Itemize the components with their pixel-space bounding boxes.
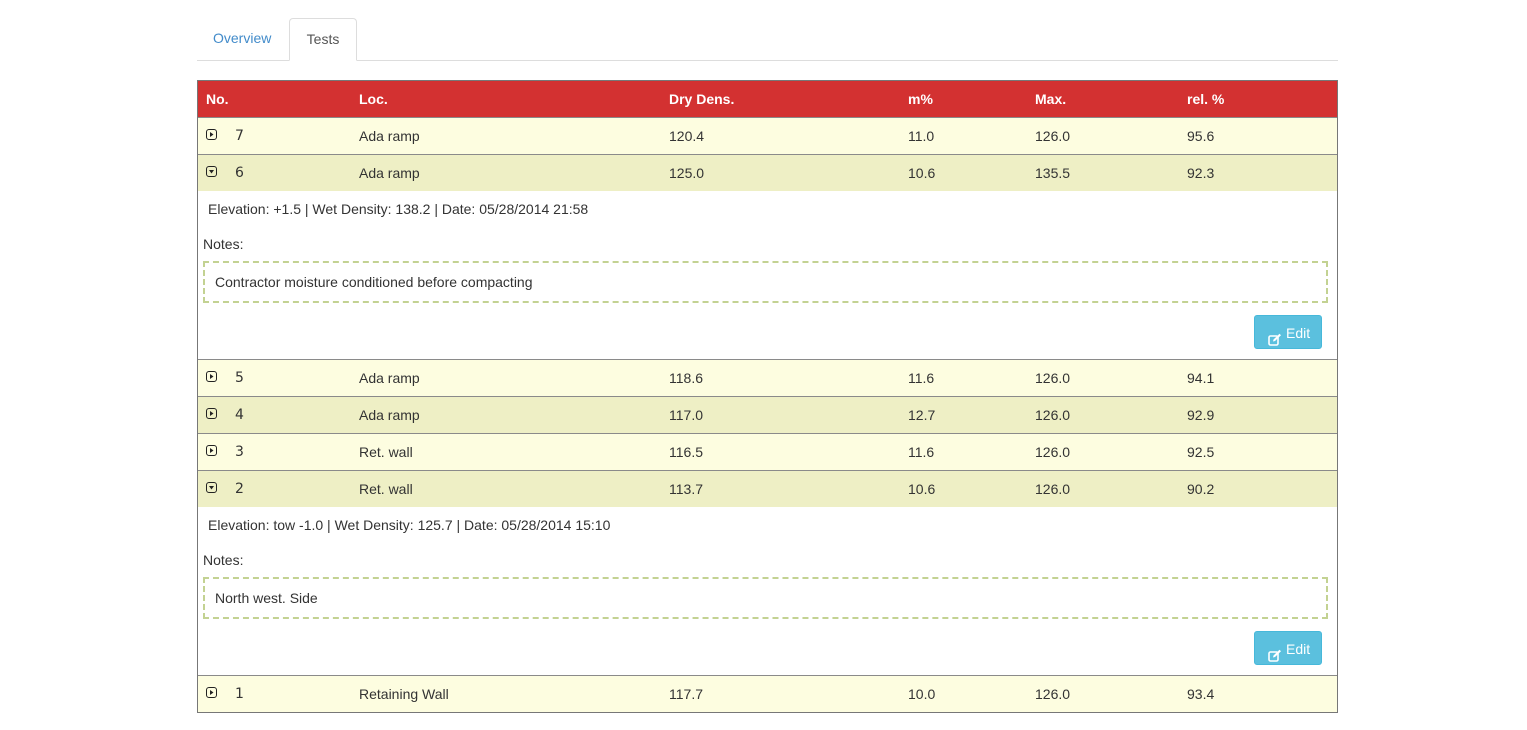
caret-right-square-icon[interactable] xyxy=(206,687,217,698)
notes-box: Contractor moisture conditioned before c… xyxy=(203,261,1328,303)
edit-button[interactable]: Edit xyxy=(1254,315,1322,349)
cell-max: 126.0 xyxy=(1035,686,1071,702)
header-no: No. xyxy=(206,91,229,107)
cell-moisture: 10.6 xyxy=(908,165,936,181)
cell-no: 2 xyxy=(235,481,244,497)
table-row[interactable]: 4 Ada ramp 117.0 12.7 126.0 92.9 xyxy=(198,396,1337,433)
cell-no: 5 xyxy=(235,370,244,386)
table-row[interactable]: 7 Ada ramp 120.4 11.0 126.0 95.6 xyxy=(198,117,1337,154)
notes-label: Notes: xyxy=(203,552,244,568)
cell-no: 6 xyxy=(235,165,244,181)
caret-down-square-icon[interactable] xyxy=(206,482,217,493)
cell-rel: 95.6 xyxy=(1187,128,1215,144)
cell-rel: 94.1 xyxy=(1187,370,1215,386)
cell-max: 126.0 xyxy=(1035,481,1071,497)
detail-meta: Elevation: +1.5 | Wet Density: 138.2 | D… xyxy=(208,201,589,217)
cell-moisture: 10.6 xyxy=(908,481,936,497)
table-row[interactable]: 5 Ada ramp 118.6 11.6 126.0 94.1 xyxy=(198,359,1337,396)
cell-moisture: 10.0 xyxy=(908,686,936,702)
edit-icon xyxy=(1268,641,1282,675)
caret-right-square-icon[interactable] xyxy=(206,445,217,456)
notes-text: Contractor moisture conditioned before c… xyxy=(215,274,533,290)
detail-meta: Elevation: tow -1.0 | Wet Density: 125.7… xyxy=(208,517,611,533)
caret-right-square-icon[interactable] xyxy=(206,371,217,382)
cell-max: 135.5 xyxy=(1035,165,1071,181)
cell-dry-dens: 116.5 xyxy=(669,444,703,460)
cell-dry-dens: 117.7 xyxy=(669,686,703,702)
cell-max: 126.0 xyxy=(1035,128,1071,144)
edit-button[interactable]: Edit xyxy=(1254,631,1322,665)
table-row[interactable]: 3 Ret. wall 116.5 11.6 126.0 92.5 xyxy=(198,433,1337,470)
cell-max: 126.0 xyxy=(1035,370,1071,386)
header-max: Max. xyxy=(1035,91,1067,107)
header-dry-dens: Dry Dens. xyxy=(669,91,735,107)
row-detail: Elevation: +1.5 | Wet Density: 138.2 | D… xyxy=(198,191,1337,359)
caret-right-square-icon[interactable] xyxy=(206,408,217,419)
cell-rel: 90.2 xyxy=(1187,481,1215,497)
row-detail: Elevation: tow -1.0 | Wet Density: 125.7… xyxy=(198,507,1337,675)
cell-loc: Ret. wall xyxy=(359,481,413,497)
cell-rel: 92.3 xyxy=(1187,165,1215,181)
cell-no: 7 xyxy=(235,128,244,144)
caret-right-square-icon[interactable] xyxy=(206,129,217,140)
cell-rel: 92.9 xyxy=(1187,407,1215,423)
cell-max: 126.0 xyxy=(1035,407,1071,423)
cell-moisture: 11.0 xyxy=(908,128,935,144)
edit-label: Edit xyxy=(1286,325,1311,341)
cell-loc: Ada ramp xyxy=(359,165,420,181)
header-rel: rel. % xyxy=(1187,91,1225,107)
cell-loc: Ada ramp xyxy=(359,370,420,386)
notes-box: North west. Side xyxy=(203,577,1328,619)
cell-loc: Retaining Wall xyxy=(359,686,449,702)
cell-moisture: 11.6 xyxy=(908,370,935,386)
cell-rel: 93.4 xyxy=(1187,686,1215,702)
header-moisture: m% xyxy=(908,91,933,107)
edit-label: Edit xyxy=(1286,641,1311,657)
tests-table: No. Loc. Dry Dens. m% Max. rel. % 7 Ada r… xyxy=(197,80,1338,713)
cell-dry-dens: 120.4 xyxy=(669,128,705,144)
cell-dry-dens: 117.0 xyxy=(669,407,703,423)
cell-dry-dens: 125.0 xyxy=(669,165,705,181)
caret-down-square-icon[interactable] xyxy=(206,166,217,177)
cell-no: 3 xyxy=(235,444,244,460)
cell-moisture: 12.7 xyxy=(908,407,936,423)
table-header: No. Loc. Dry Dens. m% Max. rel. % xyxy=(198,81,1337,117)
header-loc: Loc. xyxy=(359,91,388,107)
table-row[interactable]: 6 Ada ramp 125.0 10.6 135.5 92.3 xyxy=(198,154,1337,191)
tab-bar: Overview Tests xyxy=(197,18,1338,61)
cell-dry-dens: 118.6 xyxy=(669,370,703,386)
notes-label: Notes: xyxy=(203,236,244,252)
cell-moisture: 11.6 xyxy=(908,444,935,460)
cell-rel: 92.5 xyxy=(1187,444,1215,460)
cell-loc: Ada ramp xyxy=(359,407,420,423)
table-body: 7 Ada ramp 120.4 11.0 126.0 95.6 6 Ada ramp 125.… xyxy=(198,117,1337,712)
cell-loc: Ret. wall xyxy=(359,444,413,460)
notes-text: North west. Side xyxy=(215,590,318,606)
cell-no: 1 xyxy=(235,686,244,702)
cell-max: 126.0 xyxy=(1035,444,1071,460)
cell-dry-dens: 113.7 xyxy=(669,481,703,497)
edit-icon xyxy=(1268,325,1282,359)
tab-overview[interactable]: Overview xyxy=(213,30,272,46)
table-row[interactable]: 2 Ret. wall 113.7 10.6 126.0 90.2 xyxy=(198,470,1337,507)
cell-loc: Ada ramp xyxy=(359,128,420,144)
cell-no: 4 xyxy=(235,407,244,423)
table-row[interactable]: 1 Retaining Wall 117.7 10.0 126.0 93.4 xyxy=(198,675,1337,712)
tab-tests[interactable]: Tests xyxy=(289,18,357,61)
